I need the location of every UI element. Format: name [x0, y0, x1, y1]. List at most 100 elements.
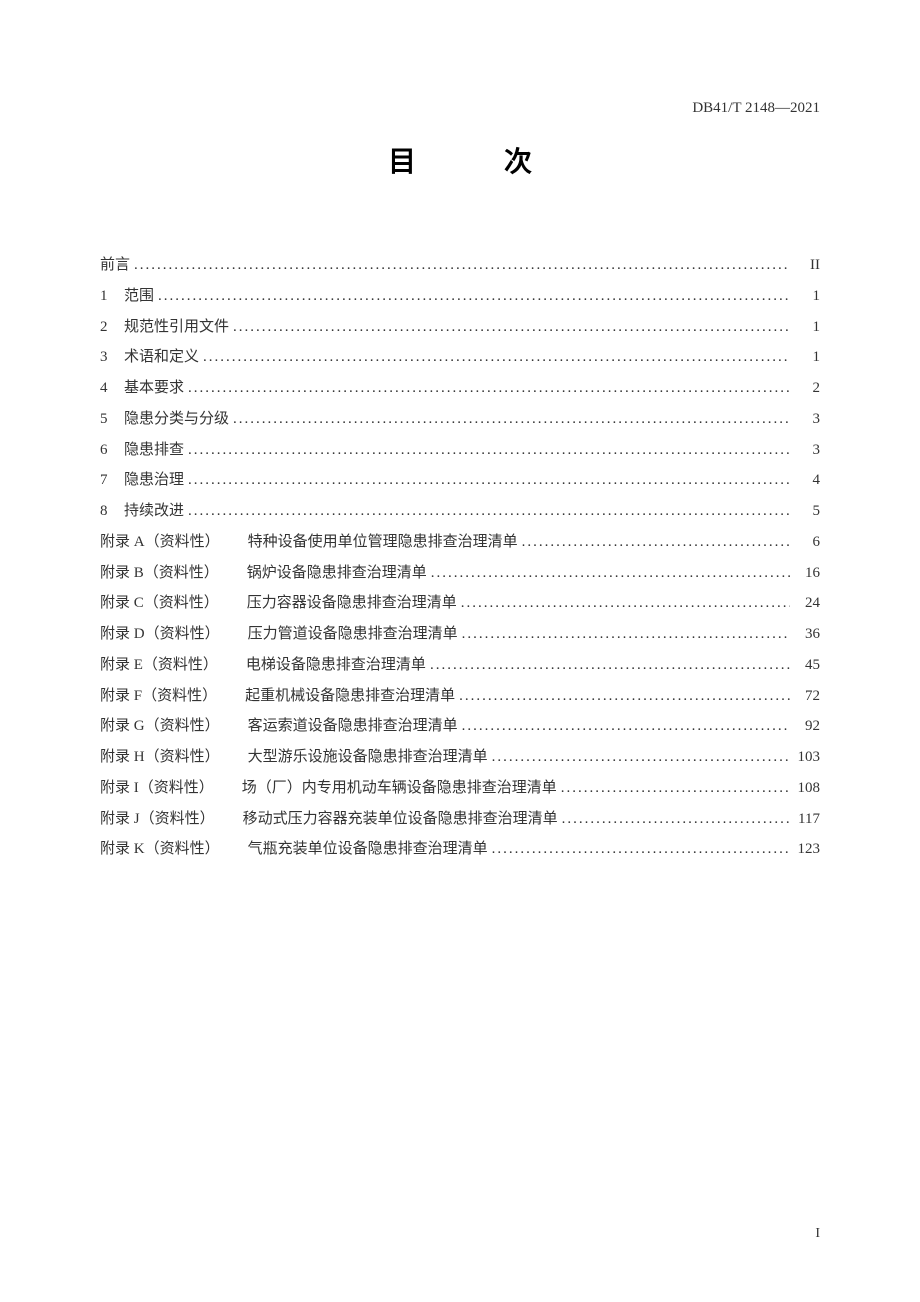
toc-dots	[455, 681, 790, 712]
toc-appendix-entry: 附录 H（资料性） 大型游乐设施设备隐患排查治理清单 103	[100, 742, 820, 773]
toc-page: 123	[790, 834, 820, 865]
toc-text: 前言	[100, 250, 130, 281]
toc-page: 103	[790, 742, 820, 773]
toc-appendix-entry: 附录 I（资料性） 场（厂）内专用机动车辆设备隐患排查治理清单 108	[100, 773, 820, 804]
toc-dots	[427, 558, 790, 589]
toc-dots	[184, 465, 790, 496]
toc-text: 特种设备使用单位管理隐患排查治理清单	[248, 527, 518, 558]
toc-page: 24	[790, 588, 820, 619]
toc-number: 4	[100, 373, 124, 404]
toc-dots	[184, 435, 790, 466]
toc-entry: 2规范性引用文件 1	[100, 312, 820, 343]
toc-dots	[154, 281, 790, 312]
toc-page: 1	[790, 281, 820, 312]
toc-number: 3	[100, 342, 124, 373]
toc-entry: 5隐患分类与分级 3	[100, 404, 820, 435]
toc-appendix-prefix: 附录 E（资料性）	[100, 650, 218, 681]
toc-dots	[229, 312, 790, 343]
page-title: 目 次	[100, 140, 820, 180]
toc-dots	[558, 804, 790, 835]
toc-appendix-prefix: 附录 K（资料性）	[100, 834, 220, 865]
toc-appendix-prefix: 附录 J（资料性）	[100, 804, 215, 835]
toc-dots	[458, 711, 790, 742]
toc-dots	[557, 773, 790, 804]
toc-text: 基本要求	[124, 373, 184, 404]
toc-page: 4	[790, 465, 820, 496]
toc-appendix-prefix: 附录 G（资料性）	[100, 711, 220, 742]
toc-text: 移动式压力容器充装单位设备隐患排查治理清单	[243, 804, 558, 835]
toc-page: 45	[790, 650, 820, 681]
toc-dots	[130, 250, 790, 281]
toc-appendix-entry: 附录 C（资料性） 压力容器设备隐患排查治理清单 24	[100, 588, 820, 619]
toc-page: 6	[790, 527, 820, 558]
toc-dots	[457, 588, 790, 619]
toc-page: 72	[790, 681, 820, 712]
toc-text: 大型游乐设施设备隐患排查治理清单	[248, 742, 488, 773]
toc-text: 电梯设备隐患排查治理清单	[246, 650, 426, 681]
toc-page: 2	[790, 373, 820, 404]
toc-appendix-prefix: 附录 I（资料性）	[100, 773, 214, 804]
toc-appendix-entry: 附录 D（资料性） 压力管道设备隐患排查治理清单 36	[100, 619, 820, 650]
table-of-contents: 前言II1范围12规范性引用文件13术语和定义14基本要求25隐患分类与分级36…	[100, 250, 820, 865]
toc-page: 92	[790, 711, 820, 742]
toc-text: 隐患治理	[124, 465, 184, 496]
toc-text: 锅炉设备隐患排查治理清单	[247, 558, 427, 589]
toc-entry: 7隐患治理 4	[100, 465, 820, 496]
toc-number: 2	[100, 312, 124, 343]
toc-dots	[458, 619, 790, 650]
toc-entry: 1范围1	[100, 281, 820, 312]
toc-appendix-prefix: 附录 B（资料性）	[100, 558, 219, 589]
toc-appendix-entry: 附录 E（资料性） 电梯设备隐患排查治理清单 45	[100, 650, 820, 681]
toc-page: 5	[790, 496, 820, 527]
toc-text: 气瓶充装单位设备隐患排查治理清单	[248, 834, 488, 865]
toc-page: 108	[790, 773, 820, 804]
toc-number: 1	[100, 281, 124, 312]
toc-dots	[199, 342, 790, 373]
toc-text: 压力容器设备隐患排查治理清单	[247, 588, 457, 619]
toc-page: 1	[790, 312, 820, 343]
toc-text: 隐患分类与分级	[124, 404, 229, 435]
toc-text: 持续改进	[124, 496, 184, 527]
toc-dots	[488, 742, 790, 773]
toc-number: 7	[100, 465, 124, 496]
toc-appendix-entry: 附录 F（资料性） 起重机械设备隐患排查治理清单 72	[100, 681, 820, 712]
toc-text: 起重机械设备隐患排查治理清单	[245, 681, 455, 712]
toc-entry: 前言 II	[100, 250, 820, 281]
toc-text: 规范性引用文件	[124, 312, 229, 343]
toc-entry: 3术语和定义 1	[100, 342, 820, 373]
toc-appendix-prefix: 附录 C（资料性）	[100, 588, 219, 619]
toc-dots	[488, 834, 790, 865]
toc-appendix-prefix: 附录 F（资料性）	[100, 681, 217, 712]
toc-appendix-prefix: 附录 H（资料性）	[100, 742, 220, 773]
toc-text: 场（厂）内专用机动车辆设备隐患排查治理清单	[242, 773, 557, 804]
toc-dots	[518, 527, 790, 558]
toc-text: 范围	[124, 281, 154, 312]
toc-dots	[426, 650, 790, 681]
toc-dots	[184, 496, 790, 527]
toc-text: 术语和定义	[124, 342, 199, 373]
toc-number: 5	[100, 404, 124, 435]
toc-page: II	[790, 250, 820, 281]
toc-dots	[184, 373, 790, 404]
toc-appendix-entry: 附录 B（资料性） 锅炉设备隐患排查治理清单 16	[100, 558, 820, 589]
toc-page: 3	[790, 404, 820, 435]
toc-text: 客运索道设备隐患排查治理清单	[248, 711, 458, 742]
toc-appendix-entry: 附录 J（资料性）移动式压力容器充装单位设备隐患排查治理清单117	[100, 804, 820, 835]
toc-page: 1	[790, 342, 820, 373]
toc-text: 隐患排查	[124, 435, 184, 466]
document-code: DB41/T 2148—2021	[692, 100, 820, 117]
toc-entry: 4基本要求 2	[100, 373, 820, 404]
toc-entry: 6隐患排查3	[100, 435, 820, 466]
toc-text: 压力管道设备隐患排查治理清单	[248, 619, 458, 650]
toc-dots	[229, 404, 790, 435]
toc-appendix-entry: 附录 K（资料性） 气瓶充装单位设备隐患排查治理清单 123	[100, 834, 820, 865]
toc-appendix-entry: 附录 G（资料性） 客运索道设备隐患排查治理清单 92	[100, 711, 820, 742]
toc-page: 36	[790, 619, 820, 650]
toc-page: 16	[790, 558, 820, 589]
toc-appendix-entry: 附录 A（资料性） 特种设备使用单位管理隐患排查治理清单 6	[100, 527, 820, 558]
toc-number: 8	[100, 496, 124, 527]
toc-appendix-prefix: 附录 D（资料性）	[100, 619, 220, 650]
toc-appendix-prefix: 附录 A（资料性）	[100, 527, 220, 558]
page-number: I	[815, 1226, 820, 1242]
toc-number: 6	[100, 435, 124, 466]
